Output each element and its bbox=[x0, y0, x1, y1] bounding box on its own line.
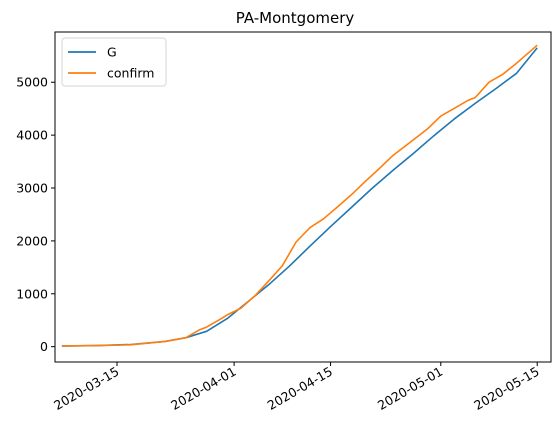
legend-label-confirm: confirm bbox=[107, 66, 154, 81]
y-tick-label: 2000 bbox=[16, 233, 48, 248]
series-layer bbox=[61, 44, 538, 347]
x-axis: 2020-03-15 2020-04-01 2020-04-15 2020-05-01… bbox=[51, 362, 542, 413]
y-tick-label: 3000 bbox=[16, 181, 48, 196]
x-tick-label: 2020-05-01 bbox=[375, 364, 445, 413]
y-tick-label: 1000 bbox=[16, 286, 48, 301]
series-line-confirm bbox=[61, 44, 538, 347]
plot-frame bbox=[54, 31, 552, 363]
x-tick-label: 2020-03-15 bbox=[51, 364, 121, 413]
chart-title: PA-Montgomery bbox=[236, 9, 355, 27]
y-tick-label: 0 bbox=[40, 339, 48, 354]
legend-label-g: G bbox=[107, 45, 117, 60]
legend-box bbox=[61, 37, 167, 87]
y-tick-label: 5000 bbox=[16, 75, 48, 90]
x-tick-label: 2020-05-15 bbox=[471, 364, 541, 413]
y-axis: 0 1000 2000 3000 4000 5000 bbox=[16, 75, 55, 354]
y-tick-label: 4000 bbox=[16, 128, 48, 143]
series-line-g bbox=[61, 47, 538, 347]
x-tick-label: 2020-04-15 bbox=[265, 364, 335, 413]
x-tick-label: 2020-04-01 bbox=[168, 364, 238, 413]
